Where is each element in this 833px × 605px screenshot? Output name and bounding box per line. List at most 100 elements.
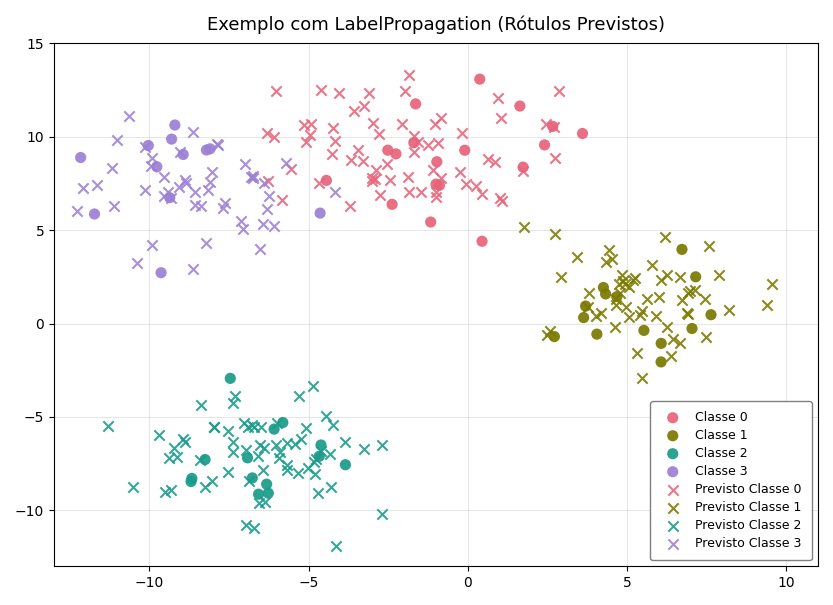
Previsto Classe 0: [430, 188, 443, 197]
Previsto Classe 1: [664, 352, 677, 361]
Previsto Classe 1: [661, 322, 674, 332]
Previsto Classe 0: [343, 201, 357, 211]
Classe 3: [203, 144, 217, 154]
Previsto Classe 1: [636, 373, 649, 383]
Previsto Classe 0: [428, 119, 441, 128]
Previsto Classe 2: [252, 451, 265, 461]
Classe 0: [386, 200, 399, 209]
Previsto Classe 2: [271, 417, 284, 427]
Previsto Classe 3: [172, 182, 186, 192]
Classe 3: [168, 120, 182, 130]
Classe 1: [548, 332, 561, 341]
Classe 0: [409, 99, 422, 109]
Previsto Classe 1: [582, 288, 596, 298]
Previsto Classe 2: [195, 400, 208, 410]
Previsto Classe 0: [357, 101, 370, 111]
Classe 2: [267, 424, 281, 434]
Previsto Classe 3: [257, 178, 270, 188]
Previsto Classe 1: [608, 322, 621, 332]
Previsto Classe 3: [122, 111, 136, 120]
Previsto Classe 2: [178, 437, 192, 446]
Previsto Classe 0: [540, 119, 553, 128]
Classe 0: [320, 175, 333, 185]
Previsto Classe 0: [369, 165, 382, 175]
Classe 0: [576, 129, 589, 139]
Previsto Classe 0: [328, 136, 342, 146]
Previsto Classe 3: [262, 191, 276, 200]
Previsto Classe 1: [640, 294, 653, 304]
Previsto Classe 3: [111, 135, 124, 145]
Classe 2: [184, 477, 197, 486]
Previsto Classe 3: [189, 200, 202, 209]
Previsto Classe 2: [205, 476, 218, 485]
Previsto Classe 2: [237, 418, 250, 428]
Previsto Classe 0: [426, 165, 439, 175]
Previsto Classe 0: [262, 175, 275, 185]
Previsto Classe 2: [327, 420, 340, 430]
Classe 3: [200, 145, 213, 155]
Previsto Classe 0: [357, 156, 370, 166]
Previsto Classe 0: [366, 177, 379, 186]
Previsto Classe 3: [173, 147, 187, 157]
Previsto Classe 1: [683, 286, 696, 296]
Previsto Classe 3: [90, 180, 103, 190]
Previsto Classe 2: [240, 520, 253, 529]
Classe 1: [591, 329, 604, 339]
Previsto Classe 3: [247, 173, 260, 183]
Previsto Classe 3: [219, 198, 232, 208]
Previsto Classe 2: [227, 448, 240, 457]
Previsto Classe 0: [475, 189, 488, 199]
Classe 0: [538, 140, 551, 150]
Previsto Classe 0: [303, 130, 317, 140]
Classe 1: [637, 325, 651, 335]
Previsto Classe 2: [222, 427, 235, 436]
Previsto Classe 0: [488, 157, 501, 167]
Previsto Classe 2: [281, 465, 294, 475]
Classe 0: [546, 122, 560, 131]
Previsto Classe 0: [362, 88, 376, 97]
Previsto Classe 3: [161, 188, 174, 197]
Previsto Classe 2: [302, 463, 315, 473]
Previsto Classe 2: [307, 457, 321, 467]
Previsto Classe 1: [761, 300, 774, 310]
Classe 0: [473, 74, 486, 84]
Previsto Classe 2: [310, 454, 323, 463]
Previsto Classe 0: [372, 129, 386, 139]
Previsto Classe 1: [635, 306, 648, 315]
Previsto Classe 2: [222, 467, 235, 477]
Previsto Classe 2: [257, 443, 270, 453]
Previsto Classe 2: [227, 398, 240, 408]
Previsto Classe 2: [324, 449, 337, 459]
Previsto Classe 2: [295, 434, 308, 443]
Previsto Classe 0: [267, 132, 281, 142]
Previsto Classe 1: [688, 285, 701, 295]
Previsto Classe 2: [309, 469, 322, 479]
Previsto Classe 2: [152, 430, 166, 439]
Previsto Classe 2: [207, 422, 220, 431]
Previsto Classe 1: [713, 270, 726, 280]
Previsto Classe 0: [367, 118, 380, 128]
Classe 2: [339, 460, 352, 469]
Previsto Classe 0: [332, 88, 346, 98]
Previsto Classe 0: [431, 138, 445, 148]
Previsto Classe 1: [616, 276, 630, 286]
Previsto Classe 0: [395, 120, 408, 129]
Previsto Classe 0: [434, 173, 447, 183]
Previsto Classe 3: [144, 161, 157, 171]
Previsto Classe 3: [202, 185, 215, 194]
Previsto Classe 0: [373, 190, 387, 200]
Previsto Classe 2: [357, 445, 371, 454]
Previsto Classe 0: [381, 160, 394, 169]
Previsto Classe 2: [253, 440, 267, 450]
Previsto Classe 0: [454, 168, 467, 177]
Previsto Classe 2: [256, 465, 269, 475]
Previsto Classe 2: [325, 482, 338, 492]
Previsto Classe 1: [634, 310, 647, 320]
Previsto Classe 2: [273, 446, 287, 456]
Previsto Classe 1: [613, 279, 626, 289]
Previsto Classe 1: [646, 260, 659, 270]
Previsto Classe 2: [292, 468, 305, 478]
Previsto Classe 0: [402, 71, 416, 80]
Classe 3: [313, 208, 327, 218]
Classe 1: [577, 313, 591, 322]
